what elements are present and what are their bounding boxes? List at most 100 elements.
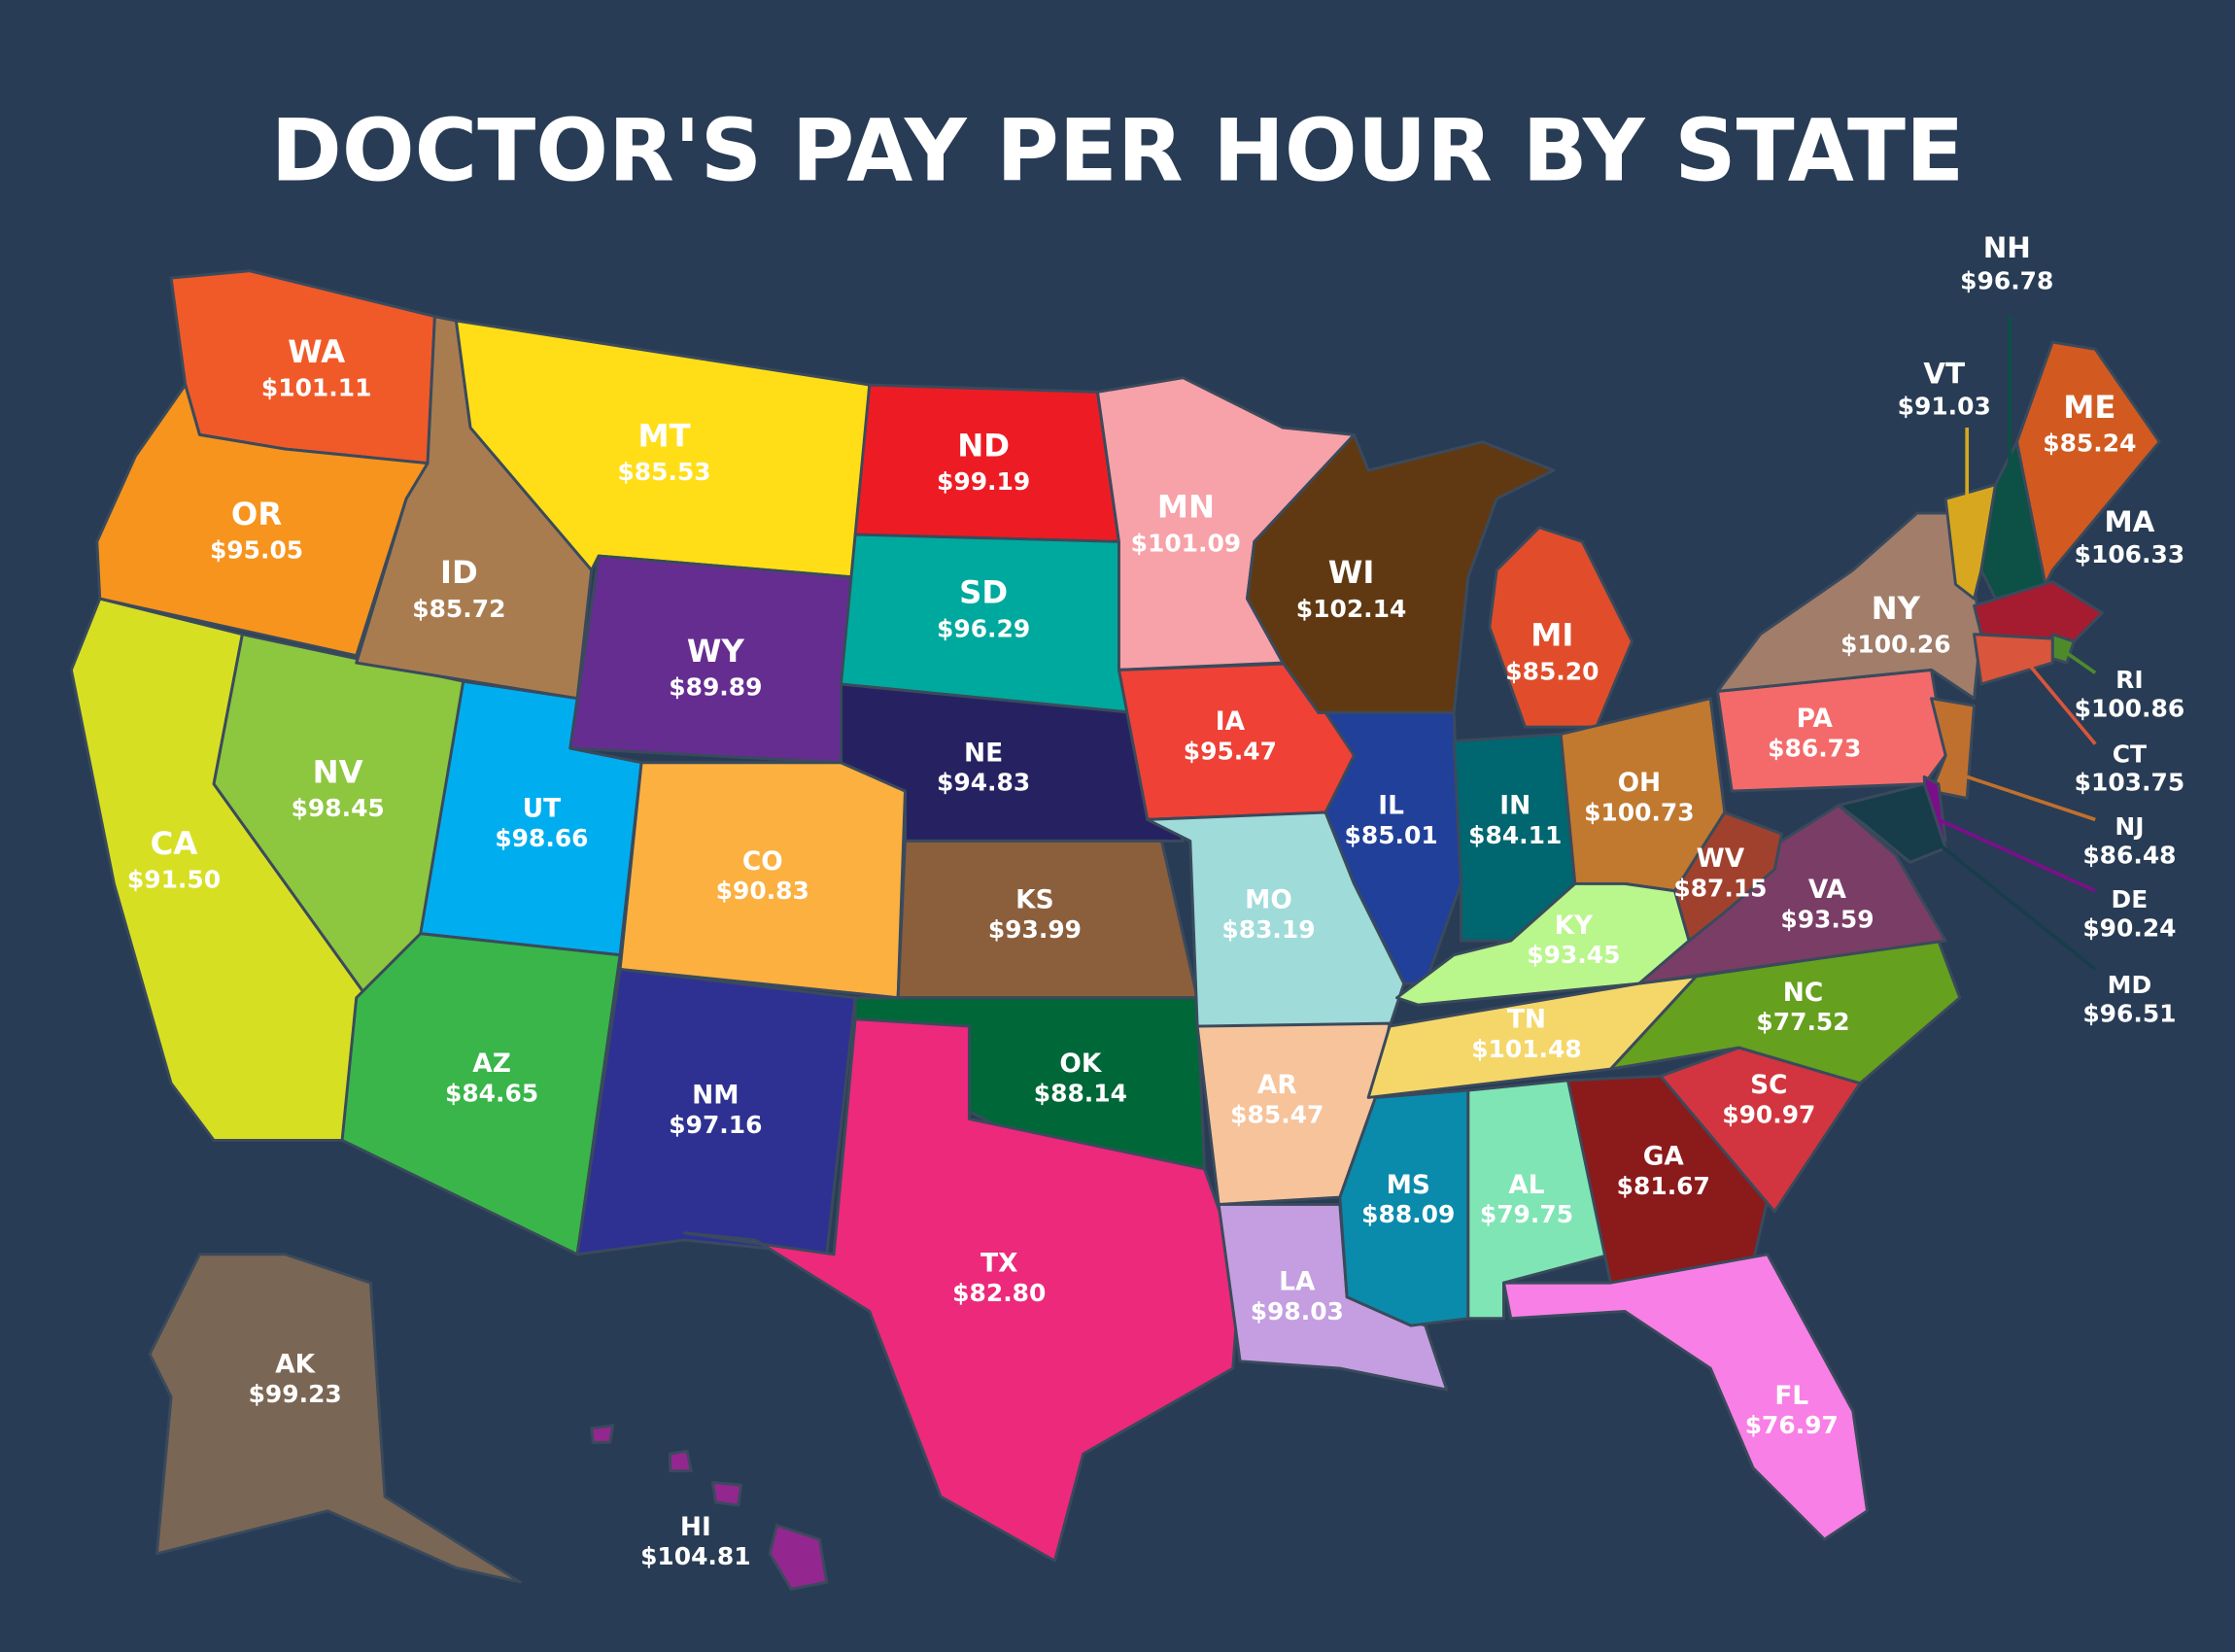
state-shape: [1973, 633, 2054, 686]
state-pay: $101.48: [1471, 1035, 1582, 1063]
state-abbr: MS: [1387, 1170, 1430, 1200]
state-shape: [148, 1253, 522, 1584]
state-abbr: UT: [523, 794, 561, 824]
state-abbr: CA: [151, 825, 198, 862]
state-abbr: GA: [1643, 1142, 1685, 1172]
state-abbr: LA: [1279, 1267, 1316, 1297]
state-abbr: NE: [964, 738, 1003, 768]
state-pay: $79.75: [1480, 1200, 1573, 1228]
state-pay: $85.47: [1230, 1100, 1324, 1128]
state-abbr: ND: [957, 428, 1010, 465]
state-pay: $93.59: [1780, 906, 1874, 934]
state-shape: [1488, 526, 1633, 729]
leader-lines: [1915, 316, 2097, 971]
state-pay: $83.19: [1221, 915, 1315, 944]
state-shape: [682, 1017, 1242, 1563]
state-pay: $100.26: [1840, 630, 1951, 658]
state-pay: $98.03: [1251, 1297, 1344, 1325]
state-pay: $96.29: [937, 614, 1030, 642]
state-abbr: RI: [2115, 666, 2143, 694]
state-abbr: NC: [1783, 978, 1823, 1008]
labels: WA $101.11 OR $95.05 CA $91.50 NV $98.45 ID $85.7…: [127, 231, 2184, 1570]
state-abbr: TN: [1507, 1005, 1546, 1035]
state-abbr: CO: [742, 846, 783, 877]
state-pay: $86.73: [1768, 735, 1861, 763]
state-abbr: MN: [1157, 489, 1215, 526]
state-shape: [1943, 483, 1998, 601]
state-pay: $102.14: [1296, 595, 1407, 623]
state-pay: $88.09: [1361, 1200, 1455, 1228]
state-pay: $93.45: [1527, 941, 1620, 969]
state-abbr: AL: [1508, 1170, 1544, 1200]
state-abbr: MD: [2108, 971, 2152, 999]
leader-line: [2022, 657, 2097, 745]
state-pay: $90.83: [716, 877, 809, 905]
state-pay: $106.33: [2075, 540, 2185, 568]
state-shape: [340, 932, 622, 1256]
state-abbr: ID: [440, 554, 478, 591]
state-abbr: HI: [680, 1512, 711, 1542]
state-abbr: SC: [1750, 1070, 1787, 1100]
state-pay: $85.20: [1505, 657, 1599, 685]
state-abbr: OR: [231, 496, 282, 533]
state-abbr: OH: [1618, 768, 1662, 798]
state-abbr: NM: [692, 1080, 739, 1110]
state-pay: $81.67: [1617, 1172, 1710, 1200]
state-abbr: WI: [1328, 554, 1375, 591]
state-abbr: MA: [2104, 505, 2154, 538]
state-pay: $93.99: [988, 915, 1082, 944]
state-abbr: NH: [1983, 231, 2031, 264]
state-pay: $98.45: [292, 794, 385, 822]
state-shape: [590, 1424, 829, 1591]
leader-line: [2061, 648, 2097, 674]
state-pay: $96.78: [1960, 266, 2053, 294]
state-abbr: OK: [1059, 1049, 1102, 1079]
state-pay: $103.75: [2075, 769, 2185, 797]
state-abbr: IA: [1216, 706, 1246, 737]
state-pay: $85.53: [617, 458, 710, 486]
state-abbr: KS: [1015, 885, 1053, 915]
state-pay: $96.51: [2082, 999, 2176, 1027]
state-abbr: WA: [288, 333, 345, 370]
state-shape: [1246, 432, 1556, 714]
state-abbr: MT: [638, 417, 691, 454]
state-abbr: ME: [2063, 389, 2115, 426]
state-pay: $97.16: [669, 1111, 762, 1139]
state-pay: $85.01: [1345, 821, 1438, 849]
state-pay: $84.65: [445, 1079, 538, 1107]
state-pay: $95.05: [210, 536, 303, 565]
state-pay: $101.11: [261, 373, 372, 401]
state-abbr: SD: [959, 574, 1008, 611]
state-abbr: CT: [2113, 740, 2147, 768]
state-abbr: IL: [1378, 791, 1404, 821]
state-abbr: AK: [275, 1350, 316, 1380]
state-shape: [1395, 881, 1691, 1007]
state-abbr: NV: [313, 753, 363, 790]
state-abbr: DE: [2112, 885, 2149, 913]
state-pay: $82.80: [952, 1279, 1046, 1307]
state-pay: $91.50: [127, 865, 221, 893]
state-shape: [1837, 782, 1947, 864]
state-pay: $100.73: [1584, 799, 1695, 827]
state-abbr: PA: [1797, 704, 1834, 734]
state-pay: $100.86: [2075, 694, 2185, 722]
state-pay: $94.83: [937, 769, 1030, 797]
state-shape: [1973, 579, 2105, 643]
title: DOCTOR'S PAY PER HOUR BY STATE: [271, 100, 1964, 200]
state-shape: [1930, 697, 1977, 800]
state-abbr: AZ: [472, 1049, 511, 1079]
state-abbr: NY: [1872, 590, 1921, 627]
state-abbr: MI: [1530, 617, 1573, 654]
state-pay: $76.97: [1745, 1411, 1839, 1439]
state-pay: $85.72: [412, 595, 505, 623]
state-abbr: AR: [1257, 1070, 1297, 1100]
state-abbr: FL: [1774, 1381, 1808, 1411]
state-pay: $99.19: [937, 467, 1030, 496]
leader-line: [1966, 774, 2096, 822]
state-pay: $87.15: [1673, 874, 1767, 902]
state-abbr: MO: [1245, 885, 1292, 915]
state-pay: $95.47: [1184, 737, 1277, 765]
state-abbr: VT: [1923, 357, 1965, 390]
state-pay: $101.09: [1131, 529, 1242, 557]
